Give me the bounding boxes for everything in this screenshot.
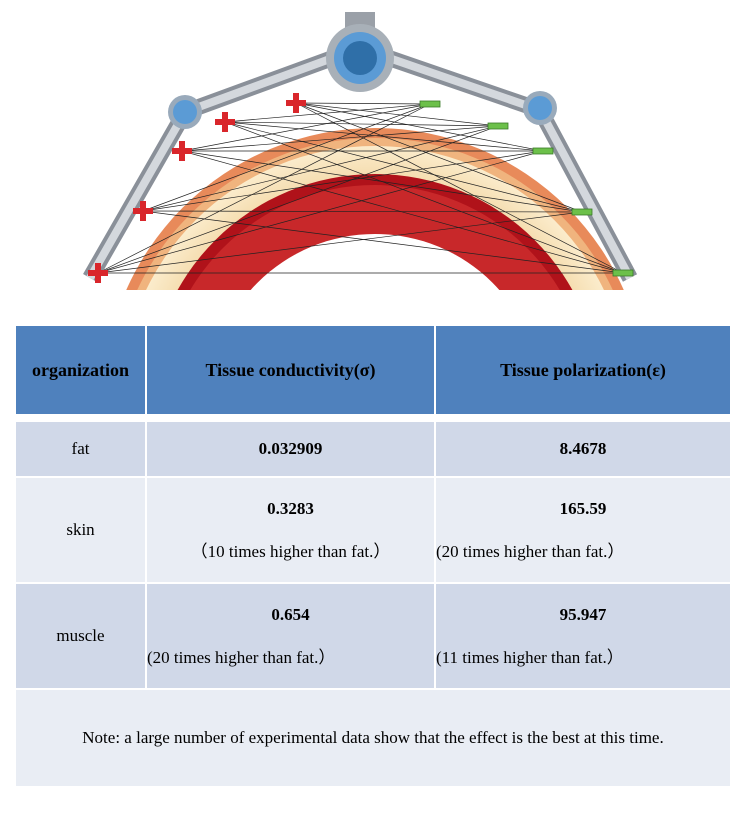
wire <box>142 210 624 274</box>
note-row: Note: a large number of experimental dat… <box>15 689 731 787</box>
header-row: organization Tissue conductivity(σ) Tiss… <box>15 325 731 415</box>
positive-electrode <box>293 93 299 113</box>
row-label: fat <box>15 421 146 477</box>
joint <box>173 100 197 124</box>
negative-electrode <box>612 269 634 277</box>
wire <box>97 150 544 274</box>
wire <box>97 125 499 274</box>
positive-electrode <box>179 141 185 161</box>
cell: 0.3283 （10 times higher than fat.） <box>146 477 435 583</box>
wire <box>224 121 583 213</box>
negative-electrode <box>532 147 554 155</box>
wire <box>142 210 583 213</box>
illustration <box>83 12 638 290</box>
wire <box>142 150 544 212</box>
row: muscle 0.654 (20 times higher than fat.） … <box>15 583 731 689</box>
wire <box>295 102 431 105</box>
wire <box>181 103 431 152</box>
value-note: （10 times higher than fat.） <box>190 541 391 561</box>
wire <box>142 125 499 212</box>
wire <box>181 150 624 274</box>
wire <box>97 211 583 274</box>
cell: 0.654 (20 times higher than fat.） <box>146 583 435 689</box>
positive-electrode <box>222 112 228 132</box>
row: skin 0.3283 （10 times higher than fat.） 1… <box>15 477 731 583</box>
wire <box>295 102 624 274</box>
value-note: (20 times higher than fat.） <box>436 541 625 561</box>
wire <box>224 103 431 123</box>
tissue-table: organization Tissue conductivity(σ) Tiss… <box>15 325 731 787</box>
electrodes <box>88 93 634 283</box>
header-cell: organization <box>15 325 146 415</box>
negative-electrode <box>571 208 593 216</box>
cell: 95.947 (11 times higher than fat.） <box>435 583 731 689</box>
header-cell: Tissue polarization(ε) <box>435 325 731 415</box>
value: 8.4678 <box>559 439 607 458</box>
cell: 8.4678 <box>435 421 731 477</box>
value: 165.59 <box>559 498 607 518</box>
row-label: muscle <box>15 583 146 689</box>
hub <box>343 41 377 75</box>
wire <box>224 121 624 274</box>
wire <box>97 103 431 274</box>
tissue <box>126 128 624 290</box>
negative-electrode <box>487 122 509 130</box>
value-note: (20 times higher than fat.） <box>147 647 336 667</box>
wire <box>295 102 583 213</box>
negative-electrode <box>419 100 441 108</box>
wire <box>181 125 499 152</box>
row: fat 0.032909 8.4678 <box>15 421 731 477</box>
header-cell: Tissue conductivity(σ) <box>146 325 435 415</box>
positive-electrode <box>95 263 101 283</box>
wire <box>295 102 499 127</box>
value: 0.032909 <box>258 439 323 458</box>
positive-electrode <box>140 201 146 221</box>
cell: 165.59 (20 times higher than fat.） <box>435 477 731 583</box>
wire <box>224 121 499 127</box>
wires <box>97 102 624 274</box>
cell: 0.032909 <box>146 421 435 477</box>
wire <box>142 103 431 212</box>
joint <box>528 96 552 120</box>
note: Note: a large number of experimental dat… <box>15 689 731 787</box>
row-label: skin <box>15 477 146 583</box>
value: 0.654 <box>271 604 310 624</box>
wire <box>295 102 544 152</box>
value: 95.947 <box>559 604 607 624</box>
value: 0.3283 <box>267 498 314 518</box>
value-note: (11 times higher than fat.） <box>436 647 624 667</box>
